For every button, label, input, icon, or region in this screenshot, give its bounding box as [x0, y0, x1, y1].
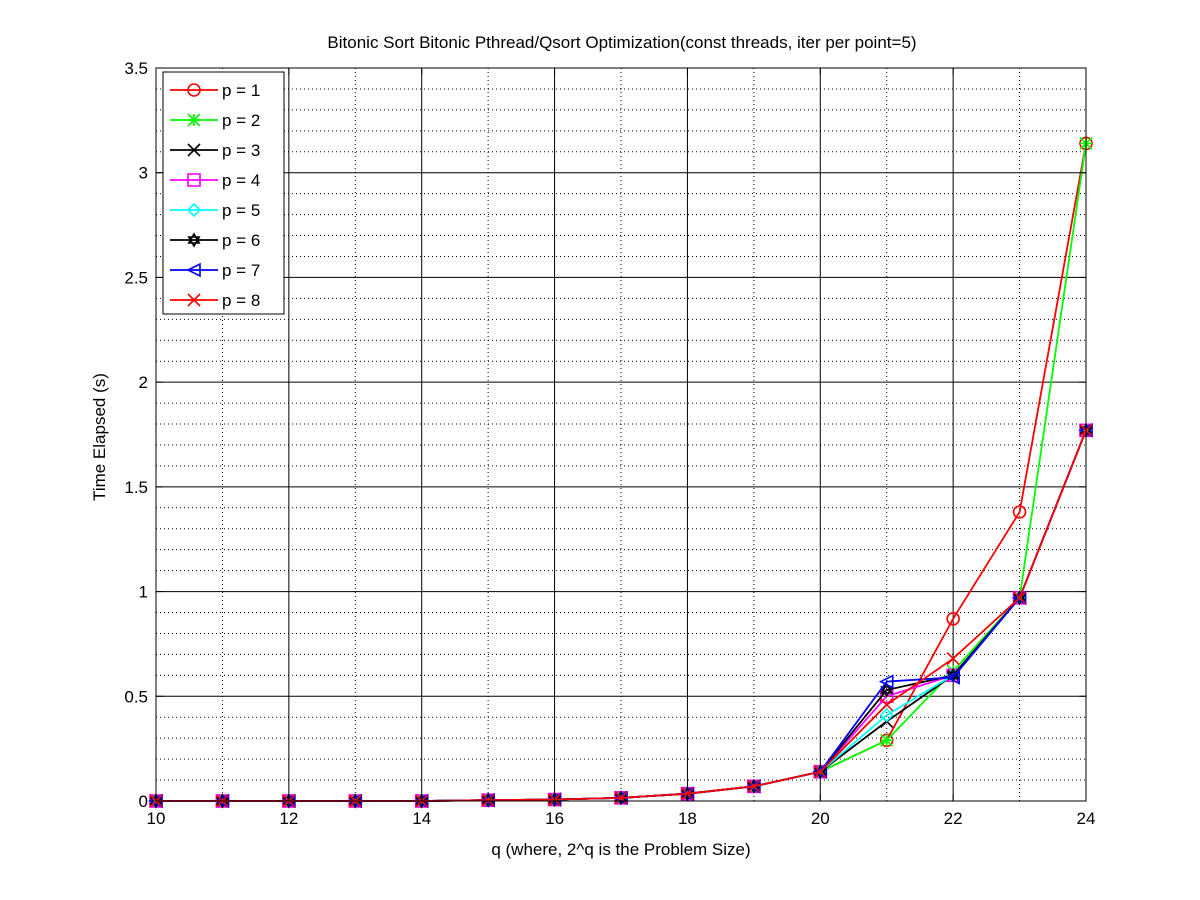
legend-item: p = 3 — [170, 141, 260, 160]
data-point — [880, 733, 894, 747]
plot-frame — [155, 67, 1087, 802]
data-point — [481, 793, 495, 807]
data-point — [812, 764, 828, 779]
legend-marker — [187, 232, 201, 244]
legend-item: p = 2 — [170, 111, 260, 130]
series-3 — [149, 423, 1093, 808]
data-point — [879, 708, 894, 723]
legend: p = 1 p = 2 p = 3 p = 4 p = 5 p = 6 p = 7 p = 8 — [162, 71, 285, 315]
series-4 — [149, 423, 1093, 808]
series-line — [156, 429, 1087, 802]
grid — [156, 68, 1086, 801]
legend-label: p = 2 — [222, 111, 260, 130]
series-line — [156, 429, 1087, 802]
legend-label: p = 4 — [222, 171, 260, 190]
series-line — [156, 429, 1087, 802]
x-tick-label: 14 — [412, 809, 431, 828]
y-tick-label: 0 — [139, 792, 148, 811]
data-point — [1013, 591, 1027, 605]
legend-item: p = 6 — [170, 231, 260, 250]
data-point — [880, 698, 894, 712]
legend-label: p = 5 — [222, 201, 260, 220]
legend-label: p = 6 — [222, 231, 260, 250]
x-tick-label: 12 — [279, 809, 298, 828]
legend-marker — [187, 113, 201, 127]
legend-marker — [187, 173, 201, 187]
legend-marker — [187, 293, 201, 307]
legend-marker — [186, 202, 202, 218]
series-8 — [149, 423, 1093, 808]
series-7 — [148, 423, 1093, 809]
data-point — [880, 682, 894, 694]
legend-item: p = 8 — [170, 291, 260, 310]
data-point — [945, 670, 960, 685]
series-5 — [148, 423, 1094, 809]
x-tick-label: 22 — [944, 809, 963, 828]
data-point — [946, 611, 960, 626]
data-point — [813, 765, 827, 779]
y-tick-label: 1.5 — [124, 478, 148, 497]
y-tick-label: 0.5 — [124, 687, 148, 706]
series-line — [156, 429, 1087, 802]
chart-title: Bitonic Sort Bitonic Pthread/Qsort Optim… — [327, 33, 916, 52]
legend-box — [162, 71, 285, 315]
legend-item: p = 1 — [170, 81, 260, 100]
legend-item: p = 7 — [170, 261, 260, 280]
data-point — [946, 664, 960, 678]
data-point — [680, 787, 694, 801]
y-tick-label: 2 — [139, 373, 148, 392]
data-point — [1012, 505, 1027, 519]
ticks: 10 12 14 16 18 20 22 24 0 0.5 1 1.5 2 2.5 3 3.5 — [124, 59, 1095, 828]
legend-label: p = 3 — [222, 141, 260, 160]
data-point — [747, 779, 761, 793]
x-axis-label: q (where, 2^q is the Problem Size) — [491, 840, 750, 859]
x-tick-label: 10 — [147, 809, 166, 828]
x-tick-label: 18 — [678, 809, 697, 828]
legend-label: p = 8 — [222, 291, 260, 310]
x-tick-label: 24 — [1077, 809, 1096, 828]
data-point — [946, 652, 960, 666]
data-point — [614, 791, 628, 805]
y-tick-label: 3.5 — [124, 59, 148, 78]
y-tick-label: 2.5 — [124, 268, 148, 287]
legend-marker — [187, 83, 201, 97]
y-tick-label: 3 — [139, 164, 148, 183]
series-line — [156, 429, 1087, 802]
data-point — [1011, 590, 1027, 606]
legend-item: p = 4 — [170, 171, 260, 190]
x-tick-label: 20 — [811, 809, 830, 828]
legend-label: p = 7 — [222, 261, 260, 280]
x-tick-label: 16 — [545, 809, 564, 828]
legend-label: p = 1 — [222, 81, 260, 100]
data-point — [746, 779, 761, 794]
legend-item: p = 5 — [170, 201, 260, 220]
data-point — [880, 686, 894, 698]
series-line — [156, 429, 1087, 802]
legend-marker — [187, 236, 201, 248]
legend-marker — [186, 262, 201, 278]
y-axis-label: Time Elapsed (s) — [90, 373, 109, 501]
series-6 — [149, 422, 1093, 809]
data-point — [878, 674, 894, 689]
legend-marker — [187, 143, 201, 157]
y-tick-label: 1 — [139, 583, 148, 602]
